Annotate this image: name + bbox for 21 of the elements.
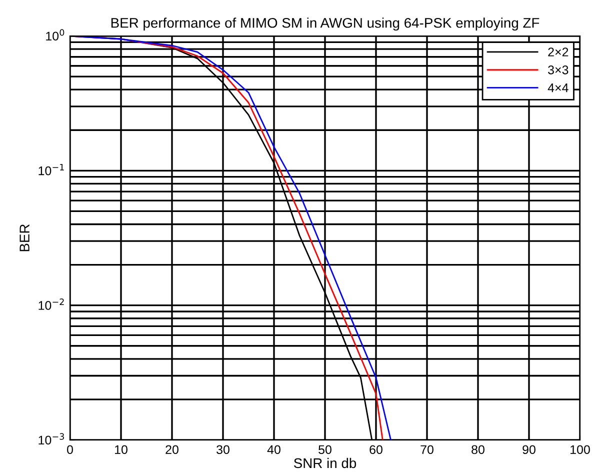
y-axis-title: BER [20,224,30,252]
legend-label: 4×4 [548,84,568,92]
x-tick-label: 50 [318,445,332,454]
x-tick-label: 80 [472,445,484,454]
x-tick-label: 20 [166,445,178,454]
x-tick-label: 100 [570,445,590,454]
y-tick-label: 10$^{−2}$ [38,298,64,310]
x-tick-label: 0 [67,445,73,454]
legend-label: 2×2 [548,48,568,56]
y-tick-label: 10$^{−3}$ [38,433,64,445]
x-tick-label: 90 [522,445,536,454]
legend-label: 3×3 [548,65,568,74]
x-axis-title: SNR in db [294,458,356,468]
x-tick-label: 70 [420,445,434,454]
chart-title: BER performance of MIMO SM in AWGN using 64-PSK employing ZF [111,18,540,31]
x-tick-label: 40 [267,445,280,454]
y-tick-label: 10$^{−1}$ [38,164,64,176]
x-tick-label: 10 [115,445,128,454]
x-tick-label: 30 [216,445,230,454]
y-tick-label: 10$^{0}$ [46,29,64,41]
x-tick-label: 60 [370,445,382,454]
